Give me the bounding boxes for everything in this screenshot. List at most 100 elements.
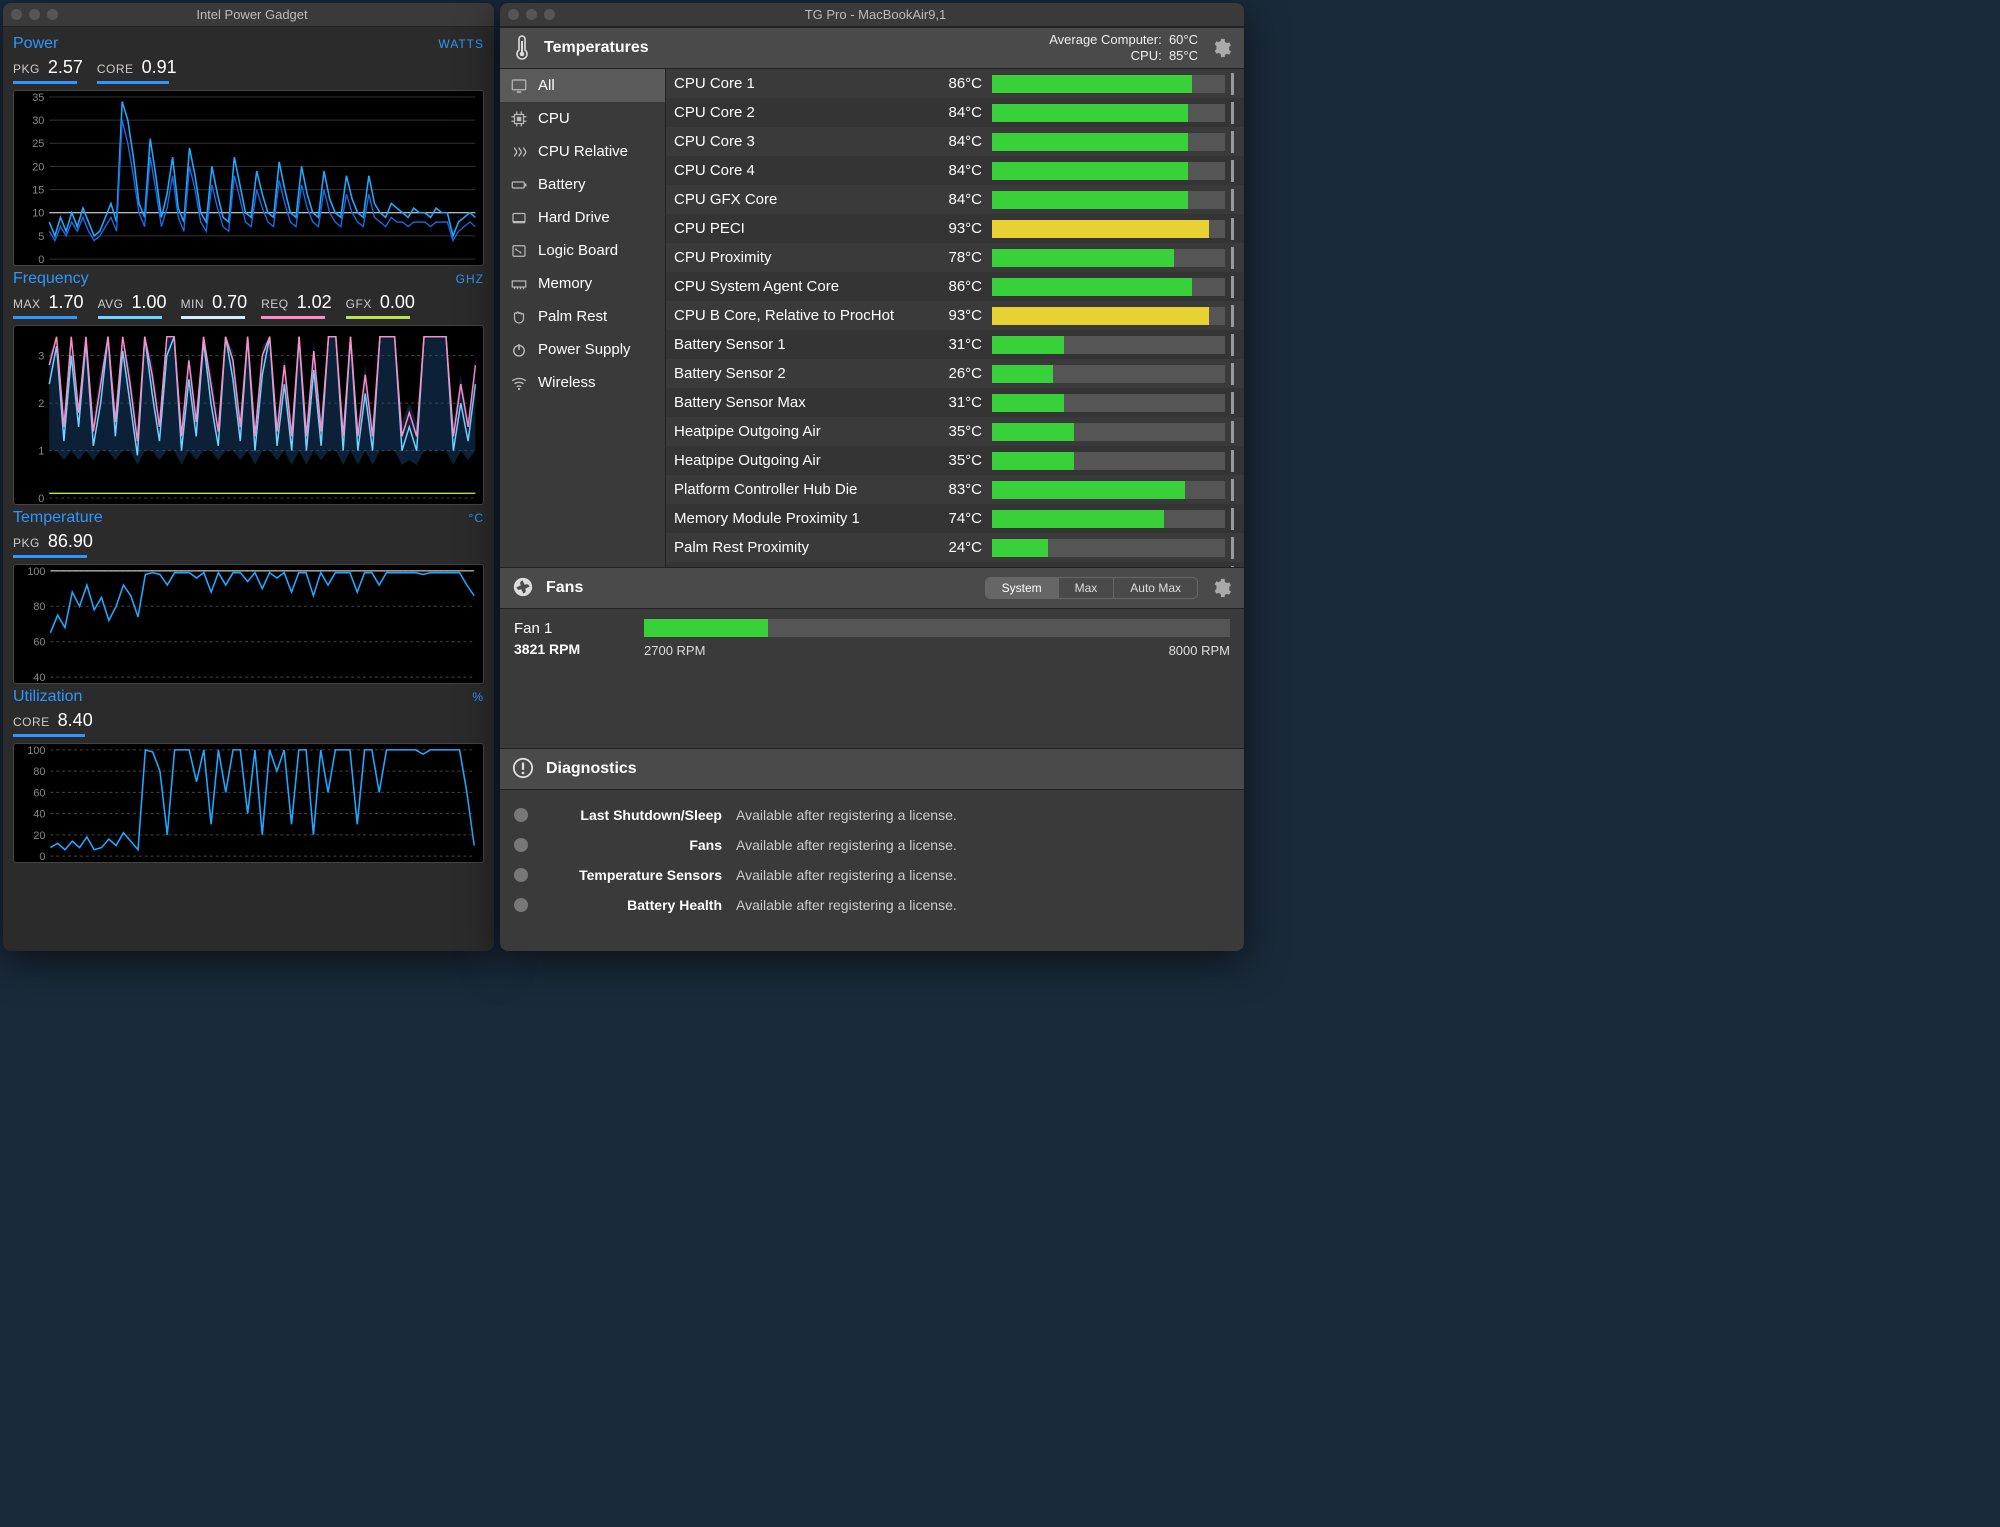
sidebar-item-battery[interactable]: Battery [500, 168, 665, 201]
sensor-value: 31°C [934, 336, 992, 353]
diagnostic-row: Battery Health Available after registeri… [514, 890, 1230, 920]
temp-bar [992, 336, 1225, 354]
fan-bar[interactable] [644, 619, 1230, 637]
sidebar-item-label: All [538, 77, 555, 94]
titlebar[interactable]: Intel Power Gadget [3, 3, 494, 27]
sensor-value: 78°C [934, 249, 992, 266]
sidebar-item-label: CPU Relative [538, 143, 628, 160]
sensor-value: 93°C [934, 220, 992, 237]
frequency-max-stat: MAX1.70 [13, 292, 84, 319]
table-row: CPU PECI 93°C [666, 214, 1244, 243]
sidebar-item-wireless[interactable]: Wireless [500, 366, 665, 399]
diagnostic-row: Last Shutdown/Sleep Available after regi… [514, 800, 1230, 830]
frequency-chart: 0123 [13, 325, 484, 505]
seg-system[interactable]: System [986, 578, 1058, 598]
avg-readout: Average Computer: 60°C CPU: 85°C [1049, 32, 1198, 65]
sensor-name: CPU System Agent Core [674, 278, 934, 295]
temp-bar [992, 539, 1225, 557]
seg-max[interactable]: Max [1058, 578, 1114, 598]
sidebar-item-cpu[interactable]: CPU [500, 102, 665, 135]
temp-bar [992, 452, 1225, 470]
sidebar-item-label: CPU [538, 110, 570, 127]
section-title: Diagnostics [546, 760, 637, 778]
fan-row: Fan 1 3821 RPM 2700 RPM 8000 RPM [514, 619, 1230, 658]
minimize-icon[interactable] [29, 9, 40, 20]
svg-text:0: 0 [39, 851, 45, 862]
monitor-icon [510, 77, 528, 95]
zoom-icon[interactable] [47, 9, 58, 20]
table-row: Palm Rest Proximity 24°C [666, 533, 1244, 562]
close-icon[interactable] [508, 9, 519, 20]
section-unit: °C [469, 511, 484, 525]
sidebar-item-label: Power Supply [538, 341, 631, 358]
sidebar-item-memory[interactable]: Memory [500, 267, 665, 300]
svg-text:60: 60 [33, 637, 45, 649]
svg-text:20: 20 [33, 830, 45, 842]
utilization-section: Utilization% CORE8.40 020406080100 [13, 688, 484, 863]
diagnostic-value: Available after registering a license. [736, 807, 957, 823]
status-dot-icon [514, 898, 528, 912]
svg-text:40: 40 [33, 672, 45, 683]
diagnostic-label: Temperature Sensors [542, 867, 722, 883]
fan-rpm: 3821 RPM [514, 641, 624, 657]
table-row: CPU Core 2 84°C [666, 98, 1244, 127]
section-title: Fans [546, 579, 583, 597]
sensor-name: CPU Proximity [674, 249, 934, 266]
frequency-req-stat: REQ1.02 [261, 292, 332, 319]
temp-marker [1231, 334, 1234, 356]
temp-bar [992, 104, 1225, 122]
sidebar-item-hard drive[interactable]: Hard Drive [500, 201, 665, 234]
fan-max: 8000 RPM [1169, 643, 1230, 658]
temp-bar [992, 133, 1225, 151]
temp-marker [1231, 508, 1234, 530]
seg-auto max[interactable]: Auto Max [1113, 578, 1197, 598]
cpu-icon [510, 110, 528, 128]
minimize-icon[interactable] [526, 9, 537, 20]
titlebar[interactable]: TG Pro - MacBookAir9,1 [500, 3, 1244, 27]
thermometer-icon [512, 34, 532, 63]
sensor-value: 84°C [934, 191, 992, 208]
sensor-name: Battery Sensor 1 [674, 336, 934, 353]
sensor-value: 24°C [934, 539, 992, 556]
window-controls[interactable] [508, 9, 555, 20]
section-title: Frequency [13, 270, 89, 288]
temperature-section: Temperature°C PKG86.90 406080100 [13, 509, 484, 684]
temperatures-list[interactable]: CPU Core 1 86°C CPU Core 2 84°C CPU Core… [666, 69, 1244, 567]
sidebar-item-label: Wireless [538, 374, 596, 391]
sidebar-item-cpu relative[interactable]: CPU Relative [500, 135, 665, 168]
section-title: Utilization [13, 688, 82, 706]
sidebar-item-label: Battery [538, 176, 586, 193]
sidebar-item-label: Memory [538, 275, 592, 292]
frequency-avg-stat: AVG1.00 [98, 292, 167, 319]
window-title: TG Pro - MacBookAir9,1 [555, 7, 1196, 22]
diagnostic-label: Last Shutdown/Sleep [542, 807, 722, 823]
sensor-value: 31°C [934, 394, 992, 411]
fan-name: Fan 1 [514, 620, 624, 637]
sensor-name: Heatpipe Outgoing Air [674, 452, 934, 469]
gear-icon[interactable] [1210, 37, 1232, 59]
sidebar-item-power supply[interactable]: Power Supply [500, 333, 665, 366]
sensor-name: CPU B Core, Relative to ProcHot [674, 307, 934, 324]
diagnostic-value: Available after registering a license. [736, 897, 957, 913]
temp-marker [1231, 537, 1234, 559]
sidebar-item-label: Hard Drive [538, 209, 610, 226]
temp-bar [992, 307, 1225, 325]
sidebar-item-logic board[interactable]: Logic Board [500, 234, 665, 267]
fan-mode-segmented[interactable]: SystemMaxAuto Max [985, 577, 1198, 599]
temp-bar [992, 278, 1225, 296]
table-row: Heatpipe Outgoing Air 35°C [666, 446, 1244, 475]
fan-icon [512, 576, 534, 601]
svg-text:5: 5 [38, 231, 44, 243]
frequency-section: FrequencyGHZ MAX1.70 AVG1.00 MIN0.70 REQ… [13, 270, 484, 505]
gear-icon[interactable] [1210, 577, 1232, 599]
sensor-name: Battery Sensor 2 [674, 365, 934, 382]
sidebar-item-all[interactable]: All [500, 69, 665, 102]
window-controls[interactable] [11, 9, 58, 20]
sidebar-item-palm rest[interactable]: Palm Rest [500, 300, 665, 333]
close-icon[interactable] [11, 9, 22, 20]
zoom-icon[interactable] [544, 9, 555, 20]
section-title: Temperature [13, 509, 103, 527]
status-dot-icon [514, 838, 528, 852]
svg-text:3: 3 [38, 351, 44, 363]
temp-bar [992, 75, 1225, 93]
